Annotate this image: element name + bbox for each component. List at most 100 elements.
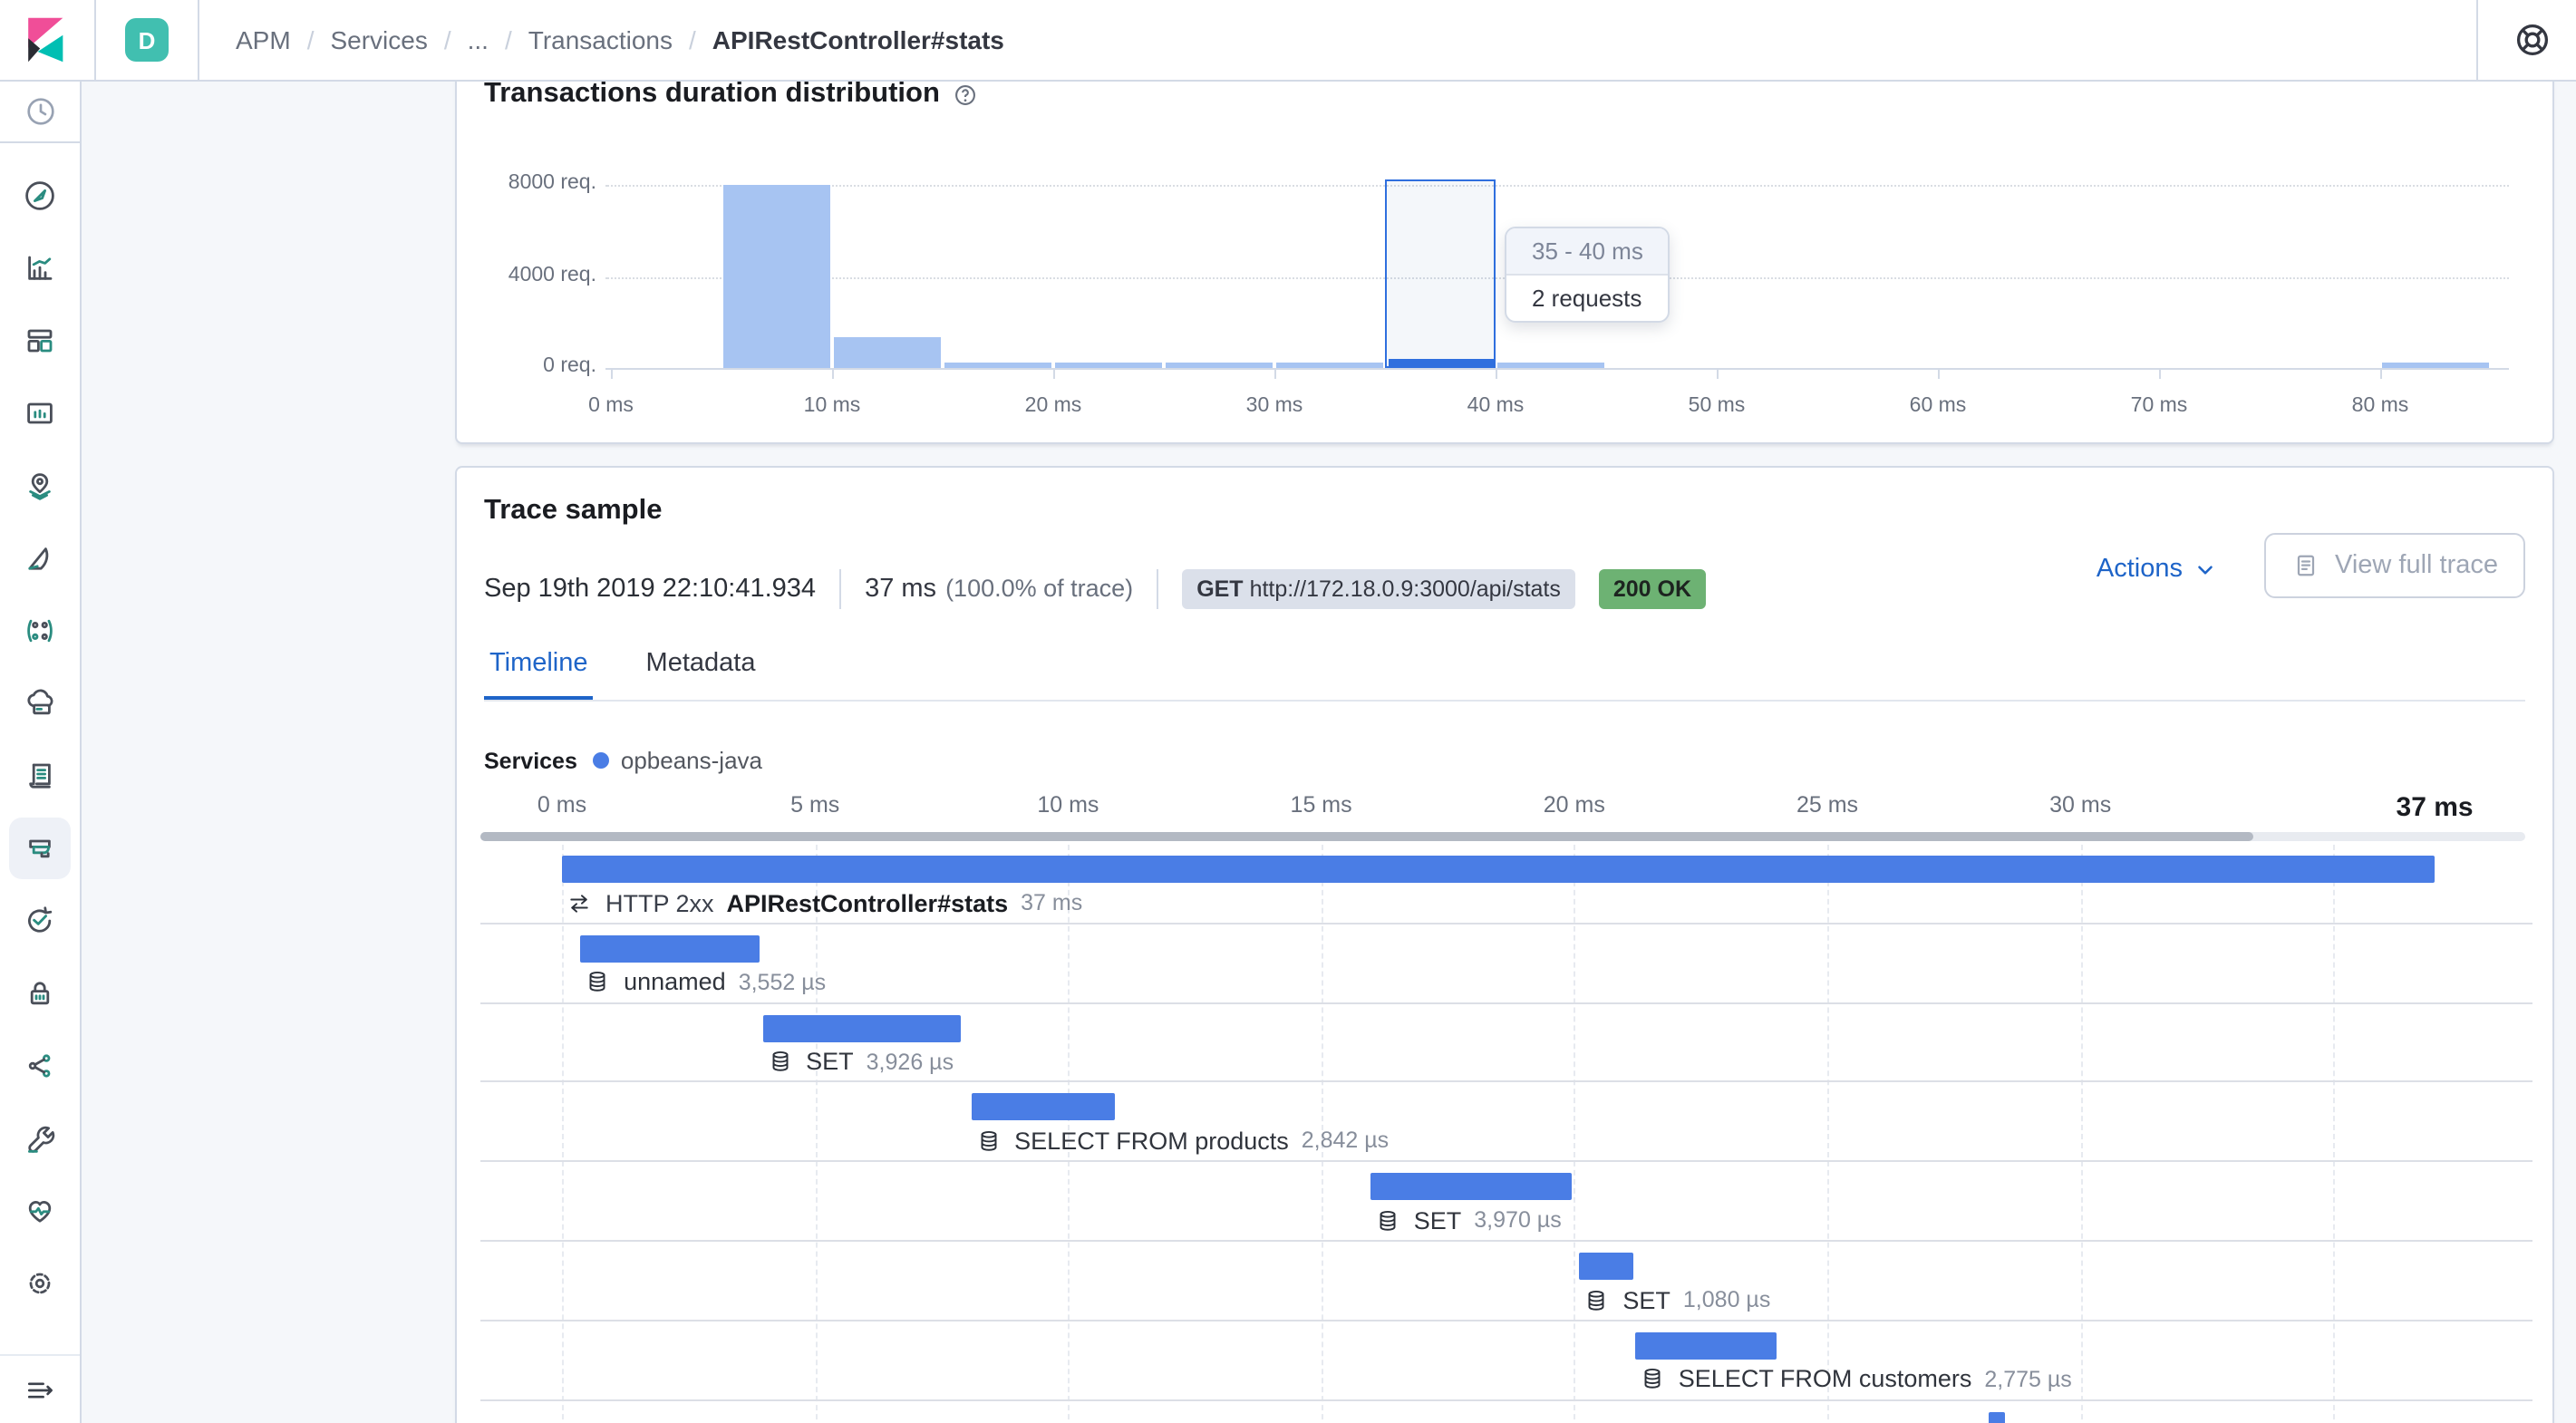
sidebar-item-discover[interactable]: [9, 165, 71, 227]
uptime-icon: [28, 906, 53, 933]
sidebar-item-graph[interactable]: [9, 600, 71, 662]
sidebar-item-dev-tools[interactable]: [9, 1108, 71, 1169]
transaction-bar[interactable]: [562, 856, 2436, 883]
view-full-trace-button[interactable]: View full trace: [2264, 533, 2525, 598]
status-badge: 200 OK: [1598, 569, 1707, 609]
breadcrumb-item-transactions[interactable]: Transactions: [528, 25, 673, 54]
selected-bucket-highlight: [1385, 179, 1496, 368]
span-duration: 3,970 µs: [1474, 1207, 1562, 1234]
topbar-divider: [94, 0, 96, 80]
collapse-menu-icon: [27, 1381, 53, 1398]
chart-tooltip-title: 35 - 40 ms: [1506, 228, 1669, 276]
collapse-sidebar-button[interactable]: [0, 1354, 80, 1423]
histogram-bar[interactable]: [1166, 362, 1273, 368]
stack-monitoring-icon: [28, 1201, 52, 1223]
span-bar[interactable]: [1989, 1411, 2005, 1423]
histogram-bar[interactable]: [944, 362, 1051, 368]
span-name: APIRestController#stats: [726, 889, 1009, 916]
dev-tools-icon: [28, 1126, 55, 1153]
span-bar[interactable]: [1579, 1253, 1634, 1280]
span-name: SELECT FROM customers: [1678, 1365, 1972, 1393]
span-label[interactable]: SET 3,926 µs: [766, 1048, 954, 1075]
sidebar-item-security[interactable]: [9, 963, 71, 1024]
tab-timeline[interactable]: Timeline: [484, 634, 594, 700]
histogram-bar[interactable]: [2382, 362, 2489, 368]
span-label[interactable]: unnamed 3,552 µs: [584, 969, 826, 996]
span-label[interactable]: SELECT FROM products 2,842 µs: [974, 1128, 1389, 1155]
top-bar: D APM / Services /... / Transactions / APIRestC…: [0, 0, 2576, 82]
histogram-bar[interactable]: [1276, 362, 1383, 368]
x-axis-tick: [832, 368, 834, 379]
x-axis-tick: [1938, 368, 1940, 379]
sidebar-item-stack-monitoring[interactable]: [9, 1180, 71, 1242]
breadcrumb-separator: /: [443, 25, 451, 54]
span-label[interactable]: SET 3,970 µs: [1374, 1206, 1562, 1234]
x-axis-label: 20 ms: [1024, 395, 1082, 417]
x-axis-label: 70 ms: [2130, 395, 2188, 417]
span-label[interactable]: SELECT FROM customers 2,775 µs: [1639, 1366, 2072, 1393]
code-icon: [28, 1054, 51, 1078]
trace-span-row: SELECT FROM customers 2,775 µs: [480, 1321, 2532, 1401]
database-icon: [589, 972, 605, 992]
recently-viewed-button[interactable]: [0, 82, 80, 143]
transaction-icon: [570, 894, 588, 912]
tab-metadata[interactable]: Metadata: [645, 649, 756, 678]
help-button[interactable]: [2503, 11, 2561, 69]
breadcrumb-item-ellipsis[interactable]: ...: [467, 25, 489, 54]
sidebar-item-uptime[interactable]: [9, 890, 71, 952]
span-duration: 1,080 µs: [1682, 1287, 1771, 1312]
breadcrumb-item-apm[interactable]: APM: [236, 25, 291, 54]
sidebar-item-maps[interactable]: [9, 455, 71, 517]
span-label[interactable]: HTTP 2xx APIRestController#stats 37 ms: [566, 889, 1082, 916]
histogram-bar[interactable]: [834, 336, 941, 368]
sidebar-item-code[interactable]: [9, 1035, 71, 1097]
histogram-bar[interactable]: [1055, 362, 1162, 368]
services-legend: Services opbeans-java: [484, 747, 762, 774]
breadcrumb-separator: /: [306, 25, 315, 54]
sidebar-item-apm[interactable]: [9, 818, 71, 879]
breadcrumb-item-services[interactable]: Services: [330, 25, 428, 54]
space-switcher-badge[interactable]: D: [125, 18, 169, 62]
timeline-tick-label: 5 ms: [790, 792, 840, 818]
histogram-bar-selected[interactable]: [1388, 359, 1493, 368]
life-ring-icon: [2516, 24, 2549, 56]
histogram-bar[interactable]: [723, 185, 830, 368]
chart-title: Transactions duration distribution: [484, 78, 980, 111]
discover-icon: [25, 181, 54, 210]
span-bar[interactable]: [762, 1014, 962, 1042]
sidebar-item-infrastructure[interactable]: [9, 673, 71, 734]
trace-timestamp: Sep 19th 2019 22:10:41.934: [484, 575, 817, 604]
waterfall-gridline: [2333, 845, 2336, 1423]
database-icon: [771, 1051, 788, 1071]
actions-dropdown[interactable]: Actions: [2097, 555, 2217, 584]
trace-span-row: [480, 1400, 2532, 1423]
trace-span-row: SET 3,970 µs: [480, 1162, 2532, 1242]
sidebar-item-canvas[interactable]: [9, 382, 71, 444]
topbar-divider: [2476, 0, 2478, 80]
sidebar-item-management[interactable]: [9, 1253, 71, 1314]
waterfall-scrollbar-track: [480, 832, 2525, 840]
timeline-tick-label: 25 ms: [1796, 792, 1859, 818]
span-duration: 2,842 µs: [1301, 1128, 1390, 1154]
span-bar[interactable]: [580, 934, 760, 963]
canvas-icon: [27, 402, 53, 424]
sidebar-item-machine-learning[interactable]: [9, 528, 71, 589]
span-bar[interactable]: [1370, 1173, 1572, 1201]
http-method: GET: [1196, 576, 1244, 602]
span-bar[interactable]: [1634, 1331, 1776, 1360]
sidebar-item-visualize[interactable]: [9, 237, 71, 299]
span-label[interactable]: SET 1,080 µs: [1583, 1286, 1770, 1313]
sidebar-item-dashboard[interactable]: [9, 310, 71, 372]
histogram-bar[interactable]: [1497, 362, 1604, 368]
question-in-circle-icon[interactable]: [953, 81, 980, 108]
x-axis-label: 10 ms: [803, 395, 861, 417]
x-axis-label: 0 ms: [588, 395, 634, 417]
legend-item-opbeans-java[interactable]: opbeans-java: [593, 747, 762, 774]
waterfall-scrollbar-thumb[interactable]: [480, 832, 2253, 840]
kibana-logo[interactable]: [0, 0, 94, 80]
waterfall-gridline: [1321, 845, 1323, 1423]
graph-icon: [27, 619, 53, 643]
x-axis-label: 30 ms: [1245, 395, 1303, 417]
span-bar[interactable]: [971, 1093, 1115, 1121]
sidebar-item-logs[interactable]: [9, 745, 71, 807]
